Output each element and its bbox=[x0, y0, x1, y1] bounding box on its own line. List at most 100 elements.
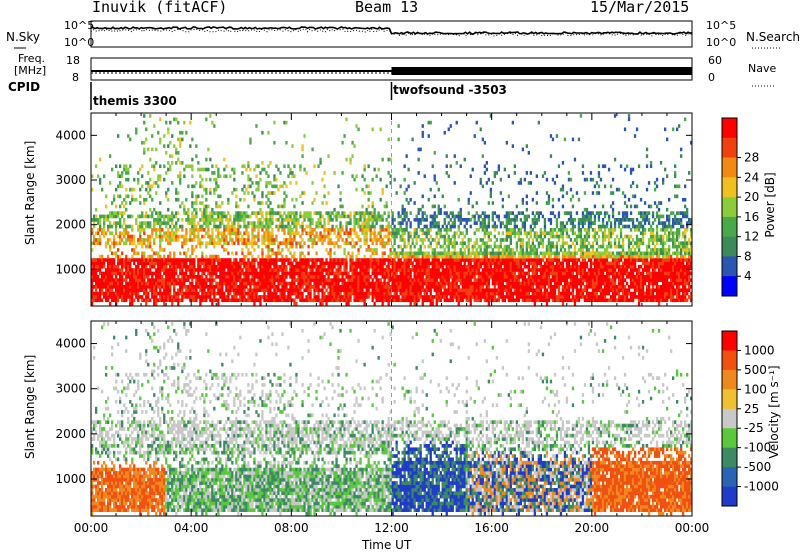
power-cell bbox=[279, 298, 282, 303]
power-cell bbox=[401, 278, 404, 282]
power-cell bbox=[451, 254, 454, 259]
power-cell bbox=[101, 214, 104, 219]
power-cell bbox=[125, 231, 128, 236]
power-cell bbox=[243, 164, 246, 169]
power-cell bbox=[297, 291, 300, 296]
power-cell bbox=[127, 275, 130, 279]
power-cell bbox=[285, 298, 288, 303]
power-cell bbox=[407, 241, 410, 246]
power-cell bbox=[215, 211, 218, 215]
power-cell bbox=[141, 278, 144, 282]
power-cell bbox=[145, 211, 148, 215]
power-cell bbox=[113, 197, 116, 202]
power-cell bbox=[157, 268, 160, 272]
power-cell bbox=[211, 298, 214, 303]
power-cell bbox=[223, 295, 226, 299]
power-cell bbox=[331, 258, 334, 262]
power-cell bbox=[223, 275, 226, 279]
power-cell bbox=[365, 271, 368, 276]
power-cell bbox=[347, 288, 350, 293]
power-cell bbox=[253, 258, 256, 262]
power-cell bbox=[161, 264, 164, 269]
power-cell bbox=[191, 278, 194, 282]
power-cell bbox=[197, 291, 200, 296]
power-cell bbox=[437, 204, 440, 209]
power-cell bbox=[265, 285, 268, 289]
power-cell bbox=[265, 278, 268, 282]
power-cell bbox=[423, 298, 426, 303]
power-cell bbox=[395, 278, 398, 282]
power-cell bbox=[225, 271, 228, 276]
power-cell bbox=[489, 244, 492, 249]
power-cell bbox=[123, 211, 126, 215]
power-cell bbox=[441, 291, 444, 296]
power-cell bbox=[325, 234, 328, 239]
power-cell bbox=[207, 278, 210, 282]
power-cell bbox=[449, 295, 452, 299]
power-cell bbox=[441, 224, 444, 229]
power-cell bbox=[233, 214, 236, 219]
power-cell bbox=[117, 295, 120, 299]
power-cell bbox=[269, 288, 272, 293]
power-cell bbox=[479, 248, 482, 252]
power-cell bbox=[247, 204, 250, 209]
power-cell bbox=[95, 241, 98, 246]
power-cell bbox=[353, 224, 356, 229]
power-cell bbox=[263, 238, 266, 242]
power-cell bbox=[183, 204, 186, 209]
power-cell bbox=[337, 268, 340, 272]
power-cell bbox=[469, 174, 472, 179]
power-cell bbox=[497, 295, 500, 299]
power-cell bbox=[347, 251, 350, 256]
power-cell bbox=[257, 254, 260, 259]
power-cell bbox=[463, 157, 466, 162]
power-cell bbox=[463, 275, 466, 279]
power-cell bbox=[261, 228, 264, 232]
power-cell bbox=[255, 241, 258, 246]
power-cell bbox=[299, 295, 302, 299]
power-cell bbox=[307, 281, 310, 286]
power-cell bbox=[179, 171, 182, 175]
power-cell bbox=[511, 298, 514, 303]
power-cell bbox=[373, 251, 376, 256]
power-cell bbox=[331, 278, 334, 282]
power-cell bbox=[207, 224, 210, 229]
power-cell bbox=[509, 268, 512, 272]
power-cell bbox=[379, 268, 382, 272]
power-cell bbox=[505, 214, 508, 219]
power-cell bbox=[343, 271, 346, 276]
power-cell bbox=[145, 264, 148, 269]
power-cell bbox=[143, 285, 146, 289]
power-cell bbox=[505, 234, 508, 239]
power-cell bbox=[349, 157, 352, 162]
power-cell bbox=[363, 228, 366, 232]
power-cell bbox=[389, 291, 392, 296]
power-cell bbox=[277, 268, 280, 272]
power-cell bbox=[525, 271, 528, 276]
power-cell bbox=[139, 261, 142, 266]
power-cell bbox=[327, 271, 330, 276]
power-cell bbox=[209, 298, 212, 303]
power-cell bbox=[91, 218, 94, 222]
power-cell bbox=[435, 244, 438, 249]
power-cell bbox=[293, 174, 296, 179]
power-cell bbox=[223, 224, 226, 229]
power-cell bbox=[473, 288, 476, 293]
power-cell bbox=[391, 228, 394, 232]
power-cell bbox=[179, 140, 182, 145]
power-cell bbox=[285, 285, 288, 289]
power-cell bbox=[387, 268, 390, 272]
power-cell bbox=[343, 285, 346, 289]
power-cell bbox=[159, 244, 162, 249]
power-cell bbox=[161, 291, 164, 296]
power-cell bbox=[437, 271, 440, 276]
power-cell bbox=[371, 291, 374, 296]
power-cell bbox=[395, 261, 398, 266]
power-cell bbox=[321, 295, 324, 299]
power-cell bbox=[429, 288, 432, 293]
power-cell bbox=[495, 244, 498, 249]
power-cell bbox=[115, 271, 118, 276]
power-cell bbox=[265, 295, 268, 299]
power-cell bbox=[323, 228, 326, 232]
power-cell bbox=[307, 288, 310, 293]
